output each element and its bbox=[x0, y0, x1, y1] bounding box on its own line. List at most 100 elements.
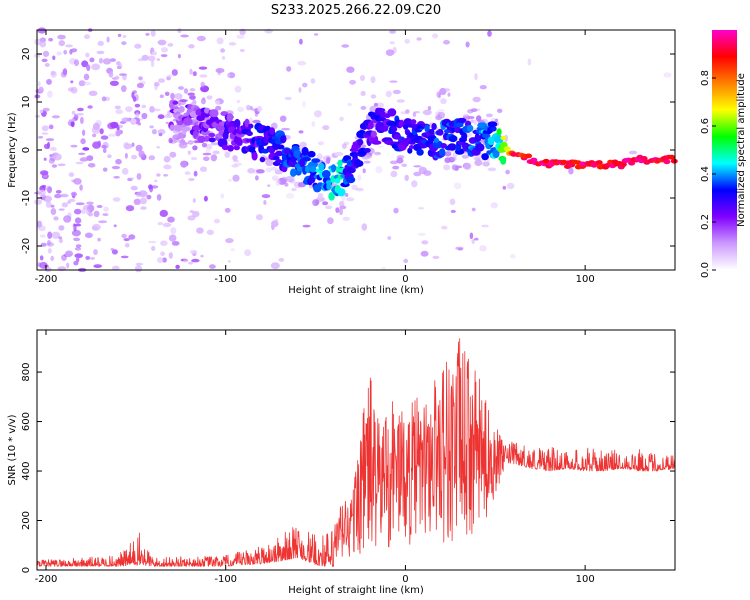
spectrogram-ridge-blob bbox=[172, 100, 179, 105]
spectrogram-noise-blob bbox=[465, 132, 473, 137]
spectrogram-noise-blob bbox=[145, 32, 150, 36]
spectrogram-ridge-blob bbox=[628, 160, 636, 166]
spectrogram-ridge-blob bbox=[500, 157, 507, 165]
spectrogram-noise-blob bbox=[345, 193, 349, 197]
spectrogram-noise-blob bbox=[141, 112, 148, 120]
spectrogram-noise-blob bbox=[361, 223, 368, 231]
spectrogram-noise-blob bbox=[166, 76, 172, 81]
spectrogram-noise-blob bbox=[310, 78, 316, 84]
y-tick-label: -10 bbox=[21, 190, 32, 206]
spectrogram-noise-blob bbox=[228, 178, 232, 182]
spectrogram-noise-blob bbox=[68, 172, 75, 177]
spectrogram-noise-blob bbox=[232, 174, 240, 182]
snr-panel: -200 -100 0 100 0 200 400 600 800 Height of str… bbox=[7, 329, 676, 596]
spectrogram-noise-blob bbox=[198, 66, 208, 70]
spectrogram-noise-blob bbox=[447, 92, 451, 97]
spectrogram-ridge-blob bbox=[272, 155, 280, 160]
x-tick-label: -100 bbox=[214, 274, 237, 285]
spectrogram-noise-blob bbox=[440, 98, 447, 105]
spectrogram-noise-blob bbox=[119, 73, 127, 76]
spectrogram-noise-blob bbox=[71, 179, 76, 183]
spectrogram-noise-blob bbox=[83, 73, 90, 81]
spectrogram-noise-blob bbox=[39, 40, 47, 48]
spectrogram-noise-blob bbox=[342, 216, 350, 221]
spectrogram-noise-blob bbox=[469, 232, 474, 240]
spectrogram-noise-blob bbox=[437, 109, 445, 112]
spectrogram-noise-blob bbox=[164, 114, 173, 119]
spectrogram-noise-blob bbox=[663, 72, 672, 78]
spectrogram-noise-blob bbox=[161, 47, 168, 53]
spectrogram-noise-blob bbox=[284, 96, 292, 101]
snr-series-layer bbox=[36, 338, 676, 568]
spectrogram-ridge-blob bbox=[433, 137, 440, 143]
spectrogram-ridge-blob bbox=[407, 147, 413, 154]
spectrogram-noise-blob bbox=[227, 73, 231, 78]
spectrogram-noise-blob bbox=[58, 236, 63, 240]
spectrogram-ridge-blob bbox=[301, 146, 309, 156]
spectrogram-noise-blob bbox=[225, 238, 234, 244]
spectrogram-noise-blob bbox=[34, 199, 43, 205]
spectrogram-noise-blob bbox=[112, 197, 121, 202]
spectrogram-ridge-blob bbox=[490, 126, 497, 132]
spectrogram-noise-blob bbox=[138, 76, 143, 81]
spectrogram-noise-blob bbox=[47, 90, 53, 98]
colorbar-tick-label: 0.6 bbox=[700, 118, 711, 134]
spectrogram-noise-blob bbox=[476, 158, 481, 161]
spectrogram-noise-blob bbox=[75, 244, 82, 248]
spectrogram-noise-blob bbox=[101, 144, 107, 149]
spectrogram-noise-blob bbox=[51, 164, 58, 168]
spectrogram-noise-blob bbox=[106, 36, 110, 43]
spectrogram-noise-blob bbox=[413, 111, 421, 114]
spectrogram-noise-blob bbox=[156, 58, 160, 61]
spectrogram-noise-blob bbox=[43, 195, 52, 203]
spectrogram-ridge-blob bbox=[233, 145, 240, 151]
spectrogram-ridge-blob bbox=[275, 150, 284, 157]
spectrogram-noise-blob bbox=[389, 30, 397, 34]
spectrogram-ridge-blob bbox=[663, 159, 671, 165]
spectrogram-noise-blob bbox=[385, 90, 392, 98]
spectrogram-noise-blob bbox=[157, 257, 164, 264]
spectrogram-noise-blob bbox=[88, 90, 98, 97]
x-tick-label: 100 bbox=[576, 574, 595, 585]
spectrogram-noise-blob bbox=[227, 260, 231, 263]
spectrogram-noise-blob bbox=[474, 237, 479, 241]
spectrogram-noise-blob bbox=[347, 102, 352, 107]
spectrogram-noise-blob bbox=[41, 184, 47, 188]
spectrogram-noise-blob bbox=[128, 234, 136, 240]
spectrogram-noise-blob bbox=[159, 94, 164, 99]
spectrogram-noise-blob bbox=[203, 156, 210, 162]
spectrogram-ridge-blob bbox=[337, 188, 346, 197]
spectrogram-noise-blob bbox=[187, 140, 194, 145]
spectrogram-noise-blob bbox=[70, 121, 75, 128]
spectrogram-noise-blob bbox=[124, 152, 128, 159]
spectrogram-ridge-blob bbox=[302, 156, 311, 162]
spectrogram-ridge-blob bbox=[670, 158, 678, 164]
y-tick-label: 20 bbox=[21, 48, 32, 61]
spectrogram-noise-blob bbox=[184, 171, 191, 176]
spectrogram-noise-blob bbox=[58, 225, 65, 231]
spectrogram-noise-blob bbox=[487, 167, 497, 172]
spectrogram-noise-blob bbox=[135, 144, 143, 152]
spectrogram-noise-blob bbox=[440, 225, 448, 230]
spectrogram-noise-blob bbox=[418, 207, 425, 210]
spectrogram-noise-blob bbox=[479, 245, 487, 252]
spectrogram-noise-blob bbox=[389, 80, 398, 83]
spectrogram-noise-blob bbox=[316, 153, 323, 160]
spectrogram-noise-blob bbox=[73, 178, 82, 185]
spectrogram-noise-blob bbox=[422, 109, 432, 116]
spectrogram-noise-blob bbox=[87, 163, 96, 168]
spectrogram-noise-blob bbox=[98, 220, 108, 224]
spectrogram-noise-blob bbox=[403, 258, 409, 264]
spectrogram-noise-blob bbox=[346, 197, 355, 202]
spectrogram-noise-blob bbox=[278, 258, 285, 262]
spectrogram-noise-blob bbox=[468, 116, 475, 120]
colorbar-tick-label: 0.4 bbox=[700, 166, 711, 182]
spectrogram-noise-blob bbox=[285, 192, 295, 199]
spectrogram-ridge-blob bbox=[525, 153, 533, 159]
spectrogram-noise-blob bbox=[479, 85, 487, 90]
snr-y-ticks: 0 200 400 600 800 bbox=[21, 363, 675, 573]
spectrogram-noise-blob bbox=[121, 85, 127, 93]
spectrogram-noise-blob bbox=[568, 167, 574, 175]
spectrogram-noise-blob bbox=[124, 243, 130, 248]
spectrogram-ridge-blob bbox=[428, 128, 435, 135]
